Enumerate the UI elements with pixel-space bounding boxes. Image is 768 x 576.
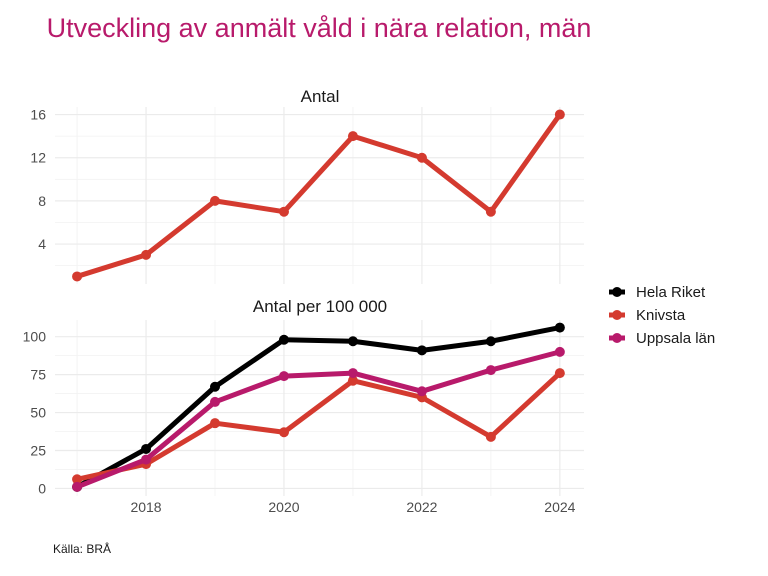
data-point	[278, 427, 289, 438]
data-point	[485, 365, 496, 376]
x-tick-label: 2018	[130, 499, 161, 515]
panel-title-per-100000: Antal per 100 000	[253, 297, 387, 316]
data-point	[210, 381, 221, 392]
y-tick-label: 0	[38, 480, 46, 496]
data-point	[485, 336, 496, 347]
caption: Källa: BRÅ	[53, 541, 111, 556]
data-point	[347, 131, 358, 142]
data-point	[278, 334, 289, 345]
data-point	[416, 345, 427, 356]
data-point	[554, 109, 565, 120]
data-point	[485, 431, 496, 442]
data-point	[141, 454, 152, 465]
legend-key-point	[612, 333, 622, 343]
data-point	[416, 152, 427, 163]
data-point	[278, 371, 289, 382]
data-point	[72, 271, 83, 282]
y-tick-label: 4	[38, 236, 46, 252]
legend: Hela Riket Knivsta Uppsala län	[609, 284, 715, 347]
data-point	[210, 396, 221, 407]
series-line-knivsta	[76, 371, 562, 482]
legend-label: Knivsta	[636, 307, 686, 324]
y-tick-label: 75	[30, 367, 46, 383]
series-line-uppsala-län	[76, 349, 561, 490]
legend-key-point	[612, 287, 622, 297]
series-line-hela-riket	[75, 325, 561, 490]
data-point	[141, 249, 152, 260]
y-tick-label: 100	[23, 329, 47, 345]
data-point	[416, 386, 427, 397]
legend-label: Hela Riket	[636, 284, 706, 301]
data-point	[72, 481, 83, 492]
series-line-knivsta	[76, 113, 562, 279]
y-tick-label: 8	[38, 193, 46, 209]
panel-title-antal: Antal	[301, 87, 340, 106]
data-point	[72, 474, 83, 485]
x-tick-label: 2020	[268, 499, 299, 515]
data-point	[347, 368, 358, 379]
chart-title: Utveckling av anmält våld i nära relatio…	[46, 13, 592, 43]
y-tick-label: 25	[30, 442, 46, 458]
data-point	[347, 375, 358, 386]
x-tick-label: 2022	[406, 499, 437, 515]
data-point	[278, 206, 289, 217]
data-point	[554, 322, 565, 333]
data-point	[210, 418, 221, 429]
y-tick-label: 50	[30, 405, 46, 421]
data-point	[141, 443, 152, 454]
data-point	[485, 206, 496, 217]
data-point	[554, 368, 565, 379]
y-tick-label: 12	[30, 150, 46, 166]
data-point	[554, 346, 565, 357]
data-point	[210, 195, 221, 206]
x-tick-label: 2024	[544, 499, 575, 515]
legend-label: Uppsala län	[636, 330, 715, 347]
legend-key-point	[612, 310, 622, 320]
data-point	[347, 336, 358, 347]
y-tick-label: 16	[30, 107, 46, 123]
